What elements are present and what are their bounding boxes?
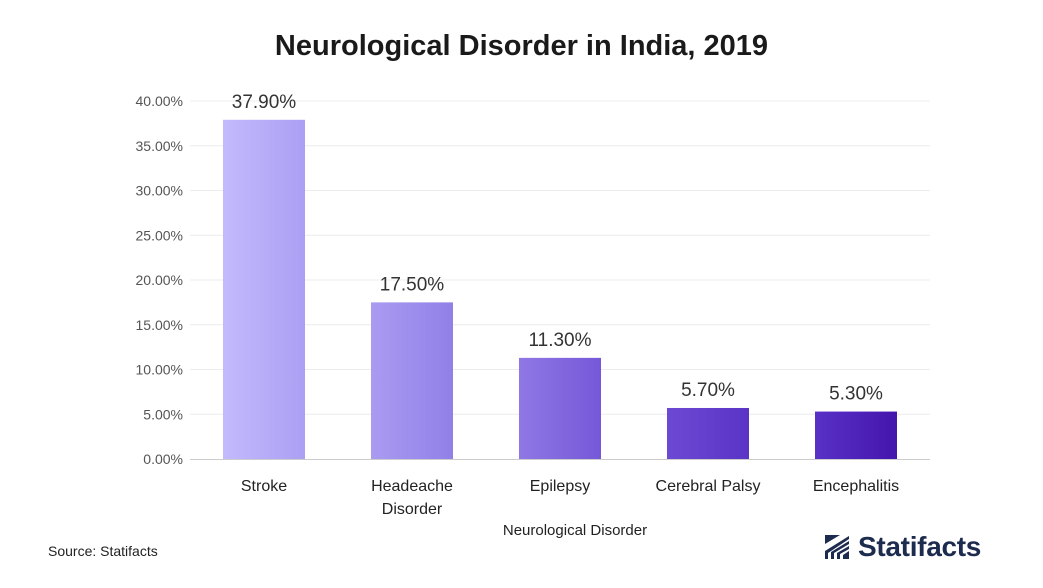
chart-title: Neurological Disorder in India, 2019: [274, 30, 769, 62]
x-axis-title: Neurological Disorder: [503, 522, 647, 539]
x-tick-label: Disorder: [382, 501, 443, 518]
y-tick-label: 20.00%: [136, 272, 183, 288]
x-axis-ticks: Stroke Headeache Disorder Epilepsy Cerebral …: [241, 478, 899, 518]
y-axis-ticks: 0.00% 5.00% 10.00% 15.00% 20.00% 25.00% 30.00%…: [136, 93, 183, 467]
brand-logo: Statifacts: [822, 530, 981, 564]
bars: [223, 119, 897, 460]
source-note: Source: Statifacts: [48, 543, 158, 559]
bar-stroke: [223, 119, 305, 460]
brand-name: Statifacts: [858, 531, 982, 562]
y-tick-label: 40.00%: [136, 93, 183, 109]
bar-headeache-disorder: [371, 302, 453, 459]
data-label: 5.30%: [829, 384, 883, 405]
data-label: 5.70%: [681, 380, 735, 401]
bar-encephalitis: [815, 411, 897, 459]
statifacts-logo-icon: [823, 533, 851, 561]
data-label: 37.90%: [232, 92, 297, 113]
y-tick-label: 0.00%: [143, 451, 183, 467]
x-tick-label: Headeache: [371, 478, 453, 495]
y-tick-label: 35.00%: [136, 138, 183, 154]
y-tick-label: 25.00%: [136, 227, 183, 243]
y-tick-label: 30.00%: [136, 183, 183, 199]
y-tick-label: 10.00%: [136, 362, 183, 378]
x-tick-label: Cerebral Palsy: [656, 478, 761, 495]
y-tick-label: 5.00%: [143, 406, 183, 422]
bar-cerebral-palsy: [667, 407, 749, 459]
data-label: 11.30%: [528, 330, 591, 351]
x-tick-label: Encephalitis: [813, 478, 899, 495]
data-label: 17.50%: [380, 274, 445, 295]
bar-epilepsy: [519, 357, 601, 459]
x-tick-label: Stroke: [241, 478, 287, 495]
y-tick-label: 15.00%: [136, 317, 183, 333]
data-labels: 37.90% 17.50% 11.30% 5.70% 5.30%: [232, 92, 883, 405]
x-tick-label: Epilepsy: [530, 478, 590, 495]
